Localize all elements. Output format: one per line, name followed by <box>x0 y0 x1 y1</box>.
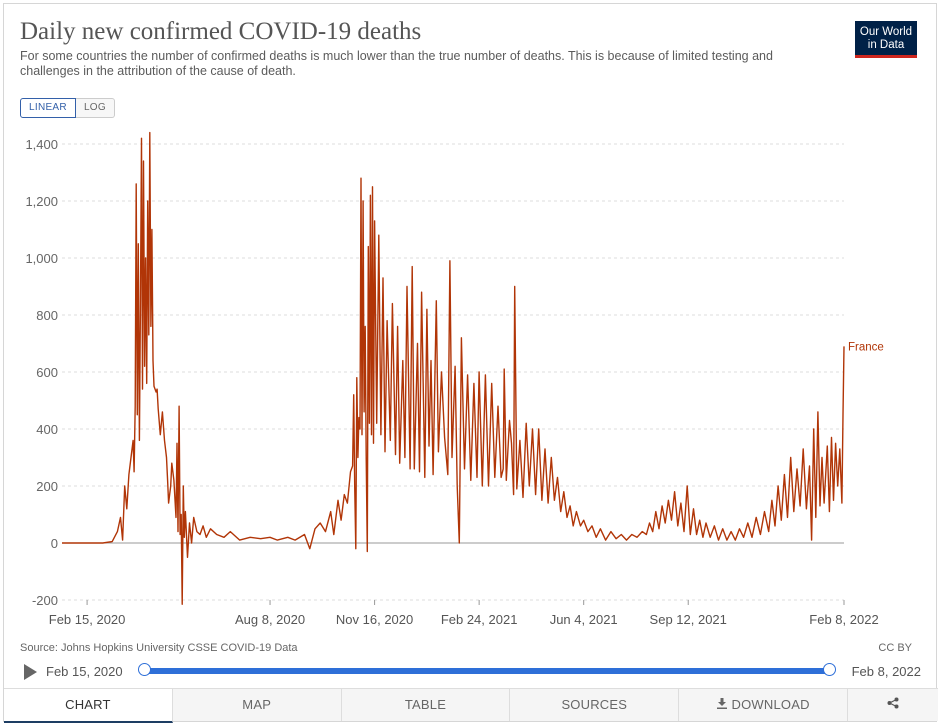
tab-chart[interactable]: CHART <box>4 689 173 723</box>
download-label: DOWNLOAD <box>731 697 810 712</box>
timeline-track[interactable] <box>144 668 830 674</box>
y-tick-label: -200 <box>32 593 58 608</box>
download-icon <box>716 689 727 721</box>
chart-title: Daily new confirmed COVID-19 deaths <box>20 18 422 45</box>
logo-line-1: Our World <box>859 26 913 38</box>
y-tick-label: 600 <box>36 365 58 380</box>
scale-toggle: LINEAR LOG <box>20 98 115 118</box>
x-tick-label: Aug 8, 2020 <box>235 612 305 627</box>
x-tick-label: Feb 24, 2021 <box>441 612 518 627</box>
y-tick-label: 1,000 <box>25 251 58 266</box>
license-label[interactable]: CC BY <box>878 642 912 654</box>
y-tick-label: 400 <box>36 422 58 437</box>
timeline-end-handle[interactable] <box>823 663 836 676</box>
share-icon <box>887 697 899 712</box>
line-chart: -200 0 200 400 600 800 1,000 1,200 1,400 Feb 15, … <box>25 131 884 627</box>
source-note[interactable]: Source: Johns Hopkins University CSSE CO… <box>20 642 298 654</box>
y-tick-label: 1,400 <box>25 137 58 152</box>
x-tick-label: Feb 8, 2022 <box>809 612 878 627</box>
x-tick-label: Sep 12, 2021 <box>650 612 727 627</box>
chart-frame: Daily new confirmed COVID-19 deaths For … <box>3 3 938 723</box>
owid-logo[interactable]: Our World in Data <box>855 21 917 58</box>
tab-share[interactable] <box>847 689 938 721</box>
logo-line-2: in Data <box>867 39 905 51</box>
linear-scale-button[interactable]: LINEAR <box>20 98 76 118</box>
y-tick-label: 1,200 <box>25 194 58 209</box>
tab-table[interactable]: TABLE <box>341 689 511 721</box>
timeline: Feb 15, 2020 Feb 8, 2022 <box>20 661 925 683</box>
series-line-france <box>62 131 845 605</box>
x-tick-label: Feb 15, 2020 <box>49 612 126 627</box>
y-tick-label: 800 <box>36 308 58 323</box>
play-icon[interactable] <box>24 664 37 680</box>
tab-bar: CHART MAP TABLE SOURCES DOWNLOAD <box>4 688 938 723</box>
tab-sources[interactable]: SOURCES <box>510 689 680 721</box>
tab-download[interactable]: DOWNLOAD <box>679 689 848 721</box>
x-tick-label: Jun 4, 2021 <box>550 612 618 627</box>
log-scale-button[interactable]: LOG <box>75 98 115 118</box>
timeline-start-label: Feb 15, 2020 <box>46 664 123 679</box>
y-tick-label: 0 <box>51 536 58 551</box>
x-tick-label: Nov 16, 2020 <box>336 612 413 627</box>
timeline-start-handle[interactable] <box>138 663 151 676</box>
tab-map[interactable]: MAP <box>172 689 342 721</box>
series-label-france: France <box>848 341 884 353</box>
chart-subtitle: For some countries the number of confirm… <box>20 49 773 78</box>
timeline-end-label: Feb 8, 2022 <box>851 664 921 679</box>
y-tick-label: 200 <box>36 479 58 494</box>
